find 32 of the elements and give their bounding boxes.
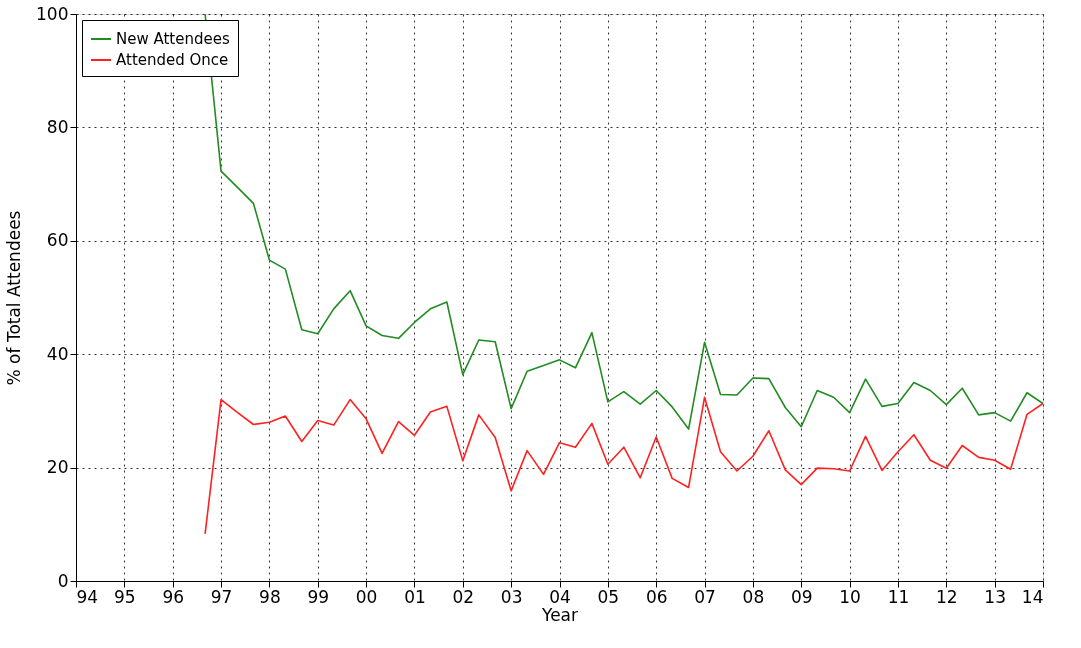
x-tick-label: 99	[307, 586, 330, 607]
legend-label: New Attendees	[116, 30, 230, 48]
x-tick-label: 08	[742, 586, 765, 607]
x-tick-label: 96	[162, 586, 185, 607]
x-tick-label: 98	[259, 586, 281, 607]
x-tick-label: 04	[549, 586, 571, 607]
x-tick-label: 14	[1021, 586, 1044, 607]
x-tick-label: 13	[984, 586, 1006, 607]
x-tick-label: 02	[452, 586, 475, 607]
x-tick-label: 06	[645, 586, 668, 607]
x-tick-label: 05	[597, 586, 620, 607]
y-tick-label: 60	[46, 230, 69, 251]
x-tick-label: 12	[935, 586, 958, 607]
x-tick-label: 11	[887, 586, 910, 607]
y-tick-label: 80	[46, 116, 69, 137]
y-tick-label: 40	[46, 343, 69, 364]
y-tick-label: 0	[57, 570, 69, 591]
legend-label: Attended Once	[116, 51, 229, 69]
x-tick-label: 95	[114, 586, 136, 607]
x-tick-label: 09	[790, 586, 813, 607]
y-axis-title: % of Total Attendees	[4, 210, 25, 386]
y-tick-label: 20	[46, 457, 69, 478]
x-tick-label: 07	[694, 586, 716, 607]
line-series	[204, 396, 1043, 535]
x-tick-label: 94	[76, 586, 99, 607]
x-axis-title: Year	[541, 604, 578, 625]
x-tick-label: 97	[210, 586, 233, 607]
x-tick-label: 00	[355, 586, 378, 607]
y-tick-label: 100	[36, 3, 69, 24]
x-tick-label: 10	[839, 586, 861, 607]
x-tick-label: 03	[500, 586, 523, 607]
x-tick-label: 01	[404, 586, 426, 607]
